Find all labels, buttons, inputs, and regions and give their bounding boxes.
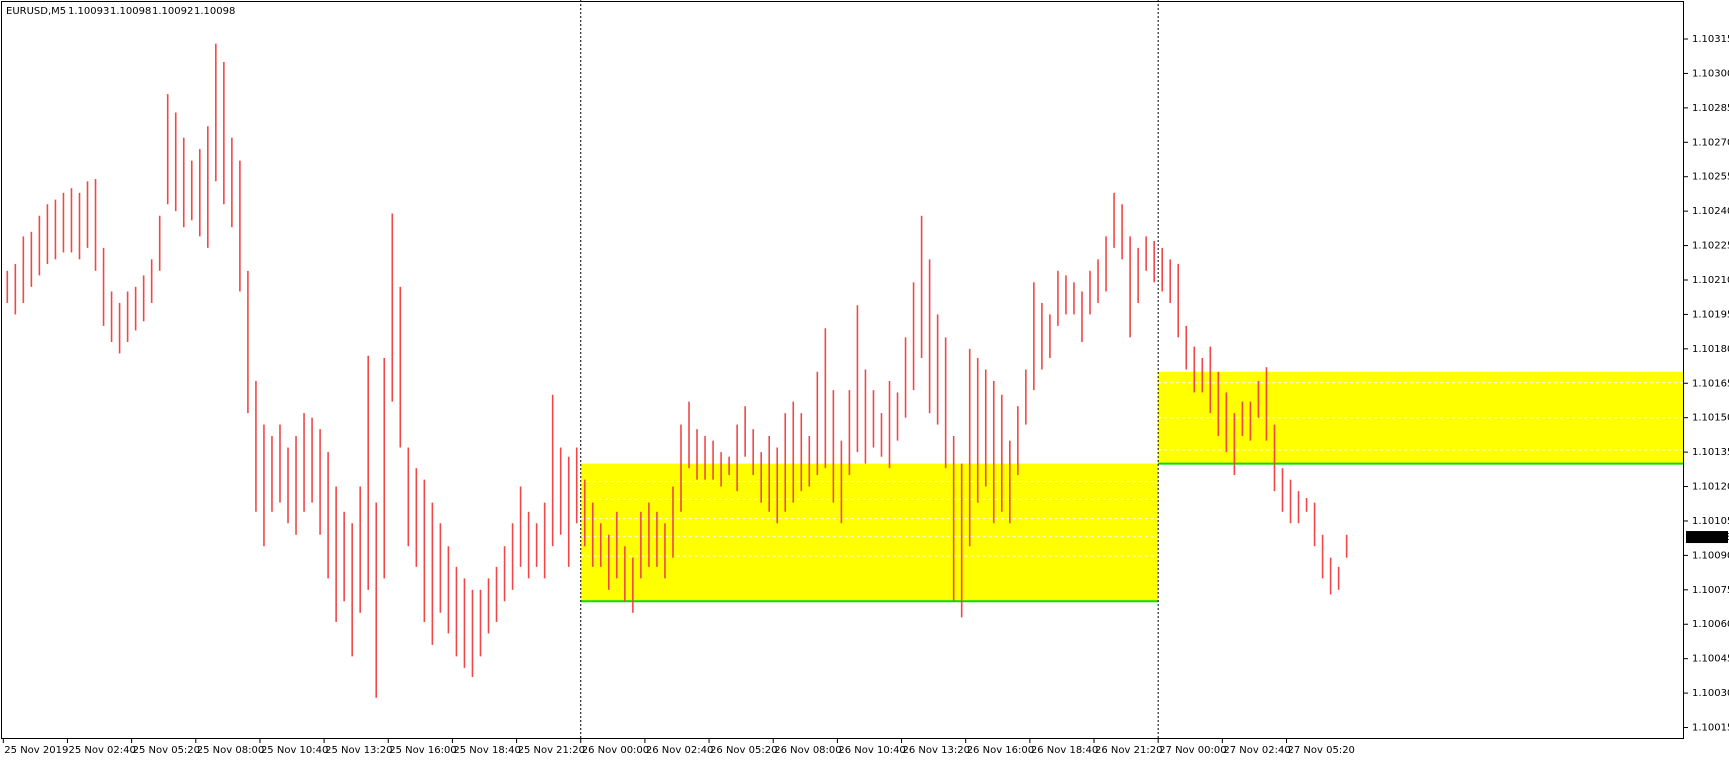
- x-tick-label: 25 Nov 21:20: [518, 745, 585, 756]
- x-tick-label: 26 Nov 02:40: [646, 745, 713, 756]
- y-tick-label: 1.10060: [1692, 619, 1729, 630]
- y-tick-label: 1.10315: [1692, 34, 1729, 45]
- last-price-label: 1.10098: [1690, 532, 1729, 543]
- y-tick-label: 1.10090: [1692, 550, 1729, 561]
- y-tick-label: 1.10015: [1692, 723, 1729, 734]
- x-tick-label: 25 Nov 16:00: [389, 745, 456, 756]
- x-tick-label: 27 Nov 02:40: [1223, 745, 1290, 756]
- header-value: 1.10098: [194, 6, 235, 17]
- zone: [580, 463, 1159, 602]
- x-tick-label: 26 Nov 00:00: [582, 745, 649, 756]
- header-value: 1.10092: [152, 6, 193, 17]
- y-tick-label: 1.10120: [1692, 482, 1729, 493]
- x-tick-label: 26 Nov 13:20: [903, 745, 970, 756]
- y-tick-label: 1.10210: [1692, 275, 1729, 286]
- y-tick-label: 1.10165: [1692, 378, 1729, 389]
- y-tick-label: 1.10195: [1692, 309, 1729, 320]
- header-value: 1.10093: [68, 6, 109, 17]
- zones: [580, 0, 1684, 739]
- x-tick-label: 26 Nov 05:20: [710, 745, 777, 756]
- x-tick-label: 25 Nov 13:20: [325, 745, 392, 756]
- header-value: 1.10098: [110, 6, 151, 17]
- plot-frame: [1, 1, 1684, 739]
- x-tick-label: 27 Nov 00:00: [1159, 745, 1226, 756]
- bars: [6, 43, 1348, 698]
- y-tick-label: 1.10240: [1692, 206, 1729, 217]
- y-tick-label: 1.10075: [1692, 585, 1729, 596]
- x-tick-label: 26 Nov 10:40: [838, 745, 905, 756]
- x-tick-label: 27 Nov 05:20: [1288, 745, 1355, 756]
- y-tick-label: 1.10030: [1692, 688, 1729, 699]
- x-tick-label: 25 Nov 08:00: [197, 745, 264, 756]
- x-tick-label: 25 Nov 05:20: [133, 745, 200, 756]
- last-price-box: [1686, 531, 1728, 544]
- y-tick-label: 1.10105: [1692, 516, 1729, 527]
- y-tick-label: 1.10045: [1692, 654, 1729, 665]
- y-tick-label: 1.10180: [1692, 344, 1729, 355]
- y-tick-label: 1.10285: [1692, 103, 1729, 114]
- x-tick-label: 25 Nov 2019: [4, 745, 68, 756]
- x-tick-label: 26 Nov 18:40: [1031, 745, 1098, 756]
- x-tick-label: 25 Nov 02:40: [68, 745, 135, 756]
- y-tick-label: 1.10300: [1692, 68, 1729, 79]
- x-tick-label: 26 Nov 21:20: [1095, 745, 1162, 756]
- y-tick-label: 1.10225: [1692, 241, 1729, 252]
- x-tick-label: 26 Nov 16:00: [967, 745, 1034, 756]
- symbol-label: EURUSD,M5: [6, 6, 66, 17]
- x-tick-label: 26 Nov 08:00: [774, 745, 841, 756]
- x-tick-label: 25 Nov 10:40: [261, 745, 328, 756]
- y-tick-label: 1.10150: [1692, 413, 1729, 424]
- y-tick-label: 1.10135: [1692, 447, 1729, 458]
- x-tick-label: 25 Nov 18:40: [453, 745, 520, 756]
- y-tick-label: 1.10255: [1692, 172, 1729, 183]
- y-tick-label: 1.10270: [1692, 137, 1729, 148]
